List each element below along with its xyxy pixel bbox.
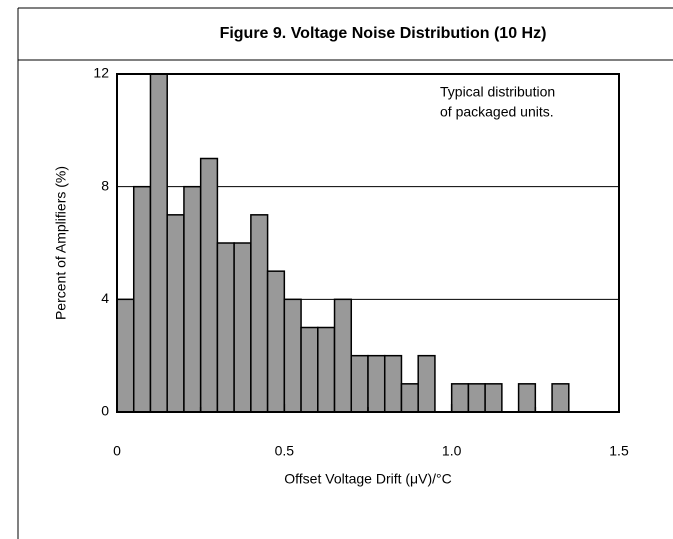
bar [233,242,252,413]
y-tick-label: 8 [101,177,109,193]
bar [266,270,286,413]
x-tick-label: 0 [113,443,121,459]
bar [551,383,570,413]
bar [250,214,269,413]
y-tick-label: 4 [101,290,109,306]
bar [350,354,369,413]
bar [183,185,202,413]
bar [166,214,185,413]
bar [367,354,386,413]
bar [199,157,219,413]
bar [216,242,235,413]
bar [300,326,319,413]
annotation: of packaged units. [440,104,554,120]
bar [149,73,168,413]
x-axis-label: Offset Voltage Drift (μV)/°C [284,471,451,487]
bar [383,354,403,413]
bar [517,383,537,413]
y-axis-label: Percent of Amplifiers (%) [53,166,69,320]
bar [484,383,503,413]
bar [333,298,353,413]
bar [417,354,436,413]
y-tick-label: 0 [101,403,109,419]
annotation: Typical distribution [440,84,555,100]
bar [467,383,486,413]
x-tick-label: 1.0 [442,443,462,459]
bar [450,383,470,413]
chart-title: Figure 9. Voltage Noise Distribution (10… [220,25,547,42]
x-tick-label: 0.5 [275,443,295,459]
x-tick-label: 1.5 [609,443,629,459]
bar [400,383,419,413]
bar [116,298,135,413]
bar [283,298,302,413]
bar [132,185,152,413]
y-tick-label: 12 [93,65,109,81]
bar [317,326,336,413]
